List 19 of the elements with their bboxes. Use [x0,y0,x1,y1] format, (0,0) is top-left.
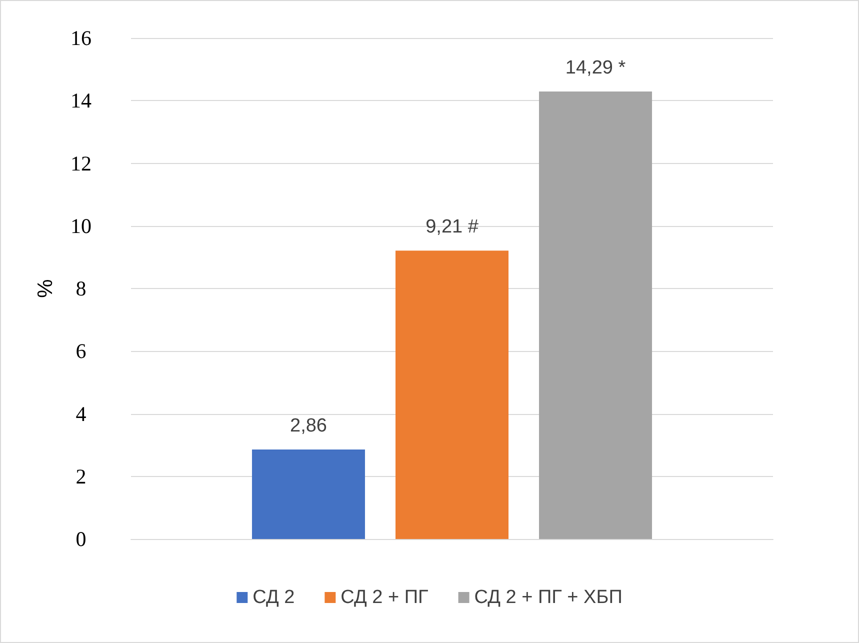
y-tick-label: 10 [70,214,92,238]
data-label: 14,29 * [565,58,626,79]
y-tick-label: 2 [76,464,86,488]
y-tick-label: 12 [70,151,92,176]
bar [252,449,365,539]
y-tick-label: 6 [76,339,86,364]
bar [539,92,652,539]
y-axis-title: % [34,279,57,298]
y-tick-label: 0 [76,527,86,551]
legend-label: СД 2 + ПГ + ХБП [474,587,622,608]
y-tick-label: 14 [70,88,92,113]
y-tick-label: 4 [76,402,87,426]
bar [396,250,508,539]
legend-label: СД 2 [252,587,295,608]
data-label: 2,86 [290,415,327,436]
y-tick-label: 8 [76,276,86,300]
y-tick-label: 16 [70,26,92,50]
data-label: 9,21 # [426,216,479,238]
legend-label: СД 2 + ПГ [340,587,428,608]
